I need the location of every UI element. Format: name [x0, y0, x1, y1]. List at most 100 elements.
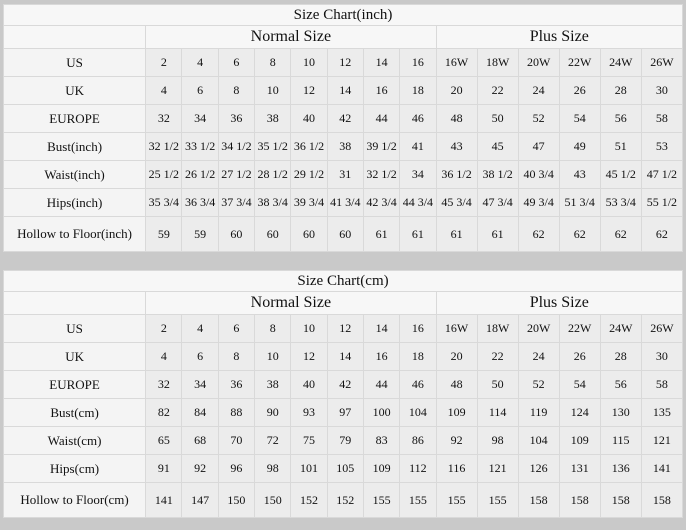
size-value: 52 — [517, 104, 560, 133]
size-value: 152 — [290, 482, 328, 518]
row-label: Hollow to Floor(cm) — [2, 482, 147, 518]
size-value: 62 — [517, 216, 560, 252]
group-plus-size: Plus Size — [435, 291, 684, 315]
size-value: 28 1/2 — [254, 160, 292, 189]
size-value: 61 — [362, 216, 401, 252]
size-value: 10 — [290, 48, 328, 77]
size-value: 97 — [326, 398, 364, 427]
size-value: 39 3/4 — [290, 188, 328, 217]
size-value: 6 — [217, 314, 256, 343]
size-value: 32 — [145, 104, 183, 133]
size-table: Size Chart(cm) Normal Size Plus Size US 2 4 6 8… — [2, 270, 684, 518]
size-value: 34 — [181, 370, 219, 399]
size-value: 28 — [599, 342, 642, 371]
size-value: 51 3/4 — [558, 188, 601, 217]
table-row: EUROPE 32 34 36 38 40 42 44 46 48 50 52 54 56 58 — [2, 370, 684, 399]
size-value: 16 — [399, 314, 437, 343]
size-value: 104 — [517, 426, 560, 455]
size-value: 14 — [326, 76, 364, 105]
size-value: 68 — [181, 426, 219, 455]
size-value: 62 — [599, 216, 642, 252]
size-value: 22 — [476, 76, 519, 105]
table-row: US 2 4 6 8 10 12 14 16 16W 18W 20W 22W 24W 26W — [2, 48, 684, 77]
size-value: 34 — [181, 104, 219, 133]
size-value: 90 — [254, 398, 292, 427]
table-title: Size Chart(inch) — [3, 4, 683, 26]
size-value: 12 — [290, 76, 328, 105]
row-label: US — [2, 48, 147, 77]
size-value: 91 — [145, 454, 183, 483]
size-value: 58 — [640, 370, 684, 399]
size-table: Size Chart(inch) Normal Size Plus Size US 2 4… — [2, 4, 684, 252]
size-value: 61 — [399, 216, 437, 252]
size-value: 10 — [254, 342, 292, 371]
size-value: 60 — [290, 216, 328, 252]
size-value: 30 — [640, 342, 684, 371]
size-value: 51 — [599, 132, 642, 161]
size-value: 56 — [599, 104, 642, 133]
size-value: 12 — [290, 342, 328, 371]
table-row: EUROPE 32 34 36 38 40 42 44 46 48 50 52 54 56 58 — [2, 104, 684, 133]
size-value: 62 — [640, 216, 684, 252]
size-value: 18W — [476, 48, 519, 77]
size-value: 98 — [476, 426, 519, 455]
size-value: 20W — [517, 48, 560, 77]
size-value: 92 — [435, 426, 478, 455]
size-value: 53 — [640, 132, 684, 161]
size-value: 8 — [217, 76, 256, 105]
size-value: 26 1/2 — [181, 160, 219, 189]
size-value: 16 — [362, 342, 401, 371]
size-value: 38 1/2 — [476, 160, 519, 189]
size-value: 20 — [435, 76, 478, 105]
size-value: 46 — [399, 370, 437, 399]
size-chart-inch: Size Chart(inch) Normal Size Plus Size US 2 4… — [2, 4, 684, 252]
table-row: UK 4 6 8 10 12 14 16 18 20 22 24 26 28 30 — [2, 342, 684, 371]
group-row: Normal Size Plus Size — [2, 291, 684, 315]
group-normal-size: Normal Size — [145, 291, 437, 315]
size-value: 158 — [517, 482, 560, 518]
size-value: 16W — [435, 314, 478, 343]
table-row: Hollow to Floor(inch) 59 59 60 60 60 60 61 61 61 6… — [2, 216, 684, 252]
size-value: 50 — [476, 104, 519, 133]
size-value: 42 — [326, 104, 364, 133]
size-value: 8 — [254, 314, 292, 343]
size-value: 44 3/4 — [399, 188, 437, 217]
size-value: 100 — [362, 398, 401, 427]
size-value: 24W — [599, 48, 642, 77]
size-value: 53 3/4 — [599, 188, 642, 217]
size-value: 18 — [399, 76, 437, 105]
size-value: 60 — [254, 216, 292, 252]
row-label: UK — [2, 342, 147, 371]
size-value: 44 — [362, 370, 401, 399]
size-value: 55 1/2 — [640, 188, 684, 217]
size-value: 150 — [254, 482, 292, 518]
size-value: 26W — [640, 314, 684, 343]
size-value: 45 1/2 — [599, 160, 642, 189]
size-value: 150 — [217, 482, 256, 518]
size-value: 52 — [517, 370, 560, 399]
size-value: 32 1/2 — [145, 132, 183, 161]
size-value: 49 — [558, 132, 601, 161]
size-value: 30 — [640, 76, 684, 105]
size-value: 24 — [517, 76, 560, 105]
row-label: Bust(cm) — [2, 398, 147, 427]
size-value: 35 3/4 — [145, 188, 183, 217]
size-value: 131 — [558, 454, 601, 483]
size-value: 48 — [435, 104, 478, 133]
size-value: 38 — [254, 104, 292, 133]
size-value: 6 — [181, 342, 219, 371]
size-value: 14 — [362, 48, 401, 77]
table-row: US 2 4 6 8 10 12 14 16 16W 18W 20W 22W 24W 26W — [2, 314, 684, 343]
group-row: Normal Size Plus Size — [2, 25, 684, 49]
size-value: 22 — [476, 342, 519, 371]
size-value: 109 — [362, 454, 401, 483]
size-value: 32 — [145, 370, 183, 399]
size-value: 60 — [326, 216, 364, 252]
size-value: 4 — [181, 48, 219, 77]
size-value: 60 — [217, 216, 256, 252]
size-value: 114 — [476, 398, 519, 427]
size-value: 155 — [399, 482, 437, 518]
size-value: 42 3/4 — [362, 188, 401, 217]
size-value: 16 — [399, 48, 437, 77]
size-value: 34 — [399, 160, 437, 189]
